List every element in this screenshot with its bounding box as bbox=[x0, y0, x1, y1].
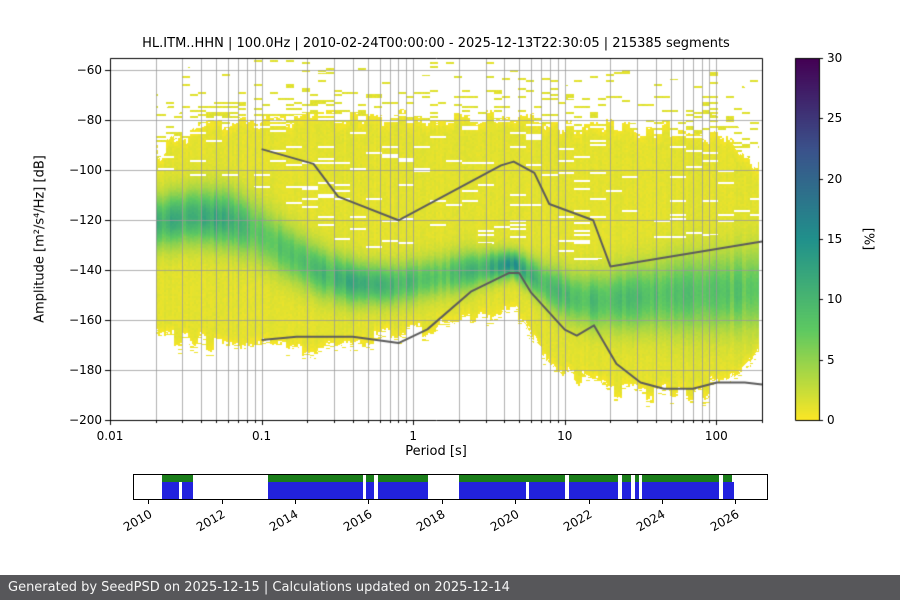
timeline-segment-blue bbox=[642, 482, 720, 499]
timeline-tick bbox=[294, 500, 296, 504]
colorbar-tick-label: 25 bbox=[827, 111, 843, 126]
timeline-segment-green bbox=[642, 475, 720, 482]
x-tick-label: 100 bbox=[704, 429, 728, 443]
timeline-segment-blue bbox=[622, 482, 632, 499]
timeline-segment-blue bbox=[568, 482, 619, 499]
timeline-segment-blue bbox=[458, 482, 526, 499]
x-tick-label: 0.01 bbox=[96, 429, 124, 443]
timeline-segment-blue bbox=[722, 482, 734, 499]
timeline-tick bbox=[661, 500, 663, 504]
y-tick-label: −180 bbox=[69, 363, 102, 378]
timeline-segment-blue bbox=[267, 482, 364, 499]
timeline-segment-blue bbox=[634, 482, 639, 499]
x-axis-label: Period [s] bbox=[405, 444, 467, 459]
timeline-tick bbox=[221, 500, 223, 504]
y-tick-label: −200 bbox=[69, 413, 102, 427]
timeline-tick bbox=[588, 500, 590, 504]
colorbar-tick-label: 5 bbox=[827, 352, 835, 367]
footer-text: Generated by SeedPSD on 2025-12-15 | Cal… bbox=[8, 580, 510, 595]
timeline-segment-blue bbox=[378, 482, 428, 499]
timeline-segment-green bbox=[722, 475, 733, 482]
timeline-tick bbox=[368, 500, 370, 504]
x-tick-label: 10 bbox=[557, 429, 573, 443]
timeline-segment-green bbox=[458, 475, 566, 482]
colorbar-tick-label: 10 bbox=[827, 292, 843, 307]
colorbar-tick-label: 20 bbox=[827, 171, 843, 186]
timeline-segment-blue bbox=[366, 482, 375, 499]
timeline-segment-green bbox=[267, 475, 364, 482]
timeline-tick bbox=[515, 500, 517, 504]
timeline-segment-blue bbox=[181, 482, 193, 499]
colorbar-tick-label: 15 bbox=[827, 232, 843, 246]
footer-bar: Generated by SeedPSD on 2025-12-15 | Cal… bbox=[0, 575, 900, 600]
y-tick-label: −120 bbox=[69, 213, 102, 228]
timeline-segment-green bbox=[366, 475, 375, 482]
colorbar-label: [%] bbox=[860, 227, 876, 251]
timeline-segment-blue bbox=[528, 482, 566, 499]
ppsd-figure: HL.ITM..HHN | 100.0Hz | 2010-02-24T00:00… bbox=[0, 0, 900, 575]
timeline-segment-blue bbox=[161, 482, 179, 499]
timeline-segment-green bbox=[161, 475, 193, 482]
timeline-segment-green bbox=[568, 475, 619, 482]
y-axis-label: Amplitude [m²/s⁴/Hz] [dB] bbox=[32, 155, 48, 323]
plot-title: HL.ITM..HHN | 100.0Hz | 2010-02-24T00:00… bbox=[142, 36, 730, 51]
x-tick-label: 1 bbox=[409, 429, 417, 443]
y-tick-label: −160 bbox=[69, 313, 102, 328]
x-tick-label: 0.1 bbox=[252, 429, 272, 443]
y-tick-label: −140 bbox=[69, 263, 102, 278]
timeline-tick bbox=[148, 500, 150, 504]
timeline-tick bbox=[735, 500, 737, 504]
colorbar-tick-label: 30 bbox=[827, 51, 843, 65]
timeline-segment-green bbox=[622, 475, 632, 482]
timeline-tick bbox=[441, 500, 443, 504]
y-tick-label: −60 bbox=[76, 63, 102, 78]
y-tick-label: −80 bbox=[76, 113, 102, 128]
data-availability-timeline bbox=[133, 474, 768, 500]
colorbar-tick-label: 0 bbox=[827, 413, 835, 427]
timeline-segment-green bbox=[378, 475, 428, 482]
y-tick-label: −100 bbox=[69, 163, 102, 178]
timeline-segment-green bbox=[634, 475, 639, 482]
